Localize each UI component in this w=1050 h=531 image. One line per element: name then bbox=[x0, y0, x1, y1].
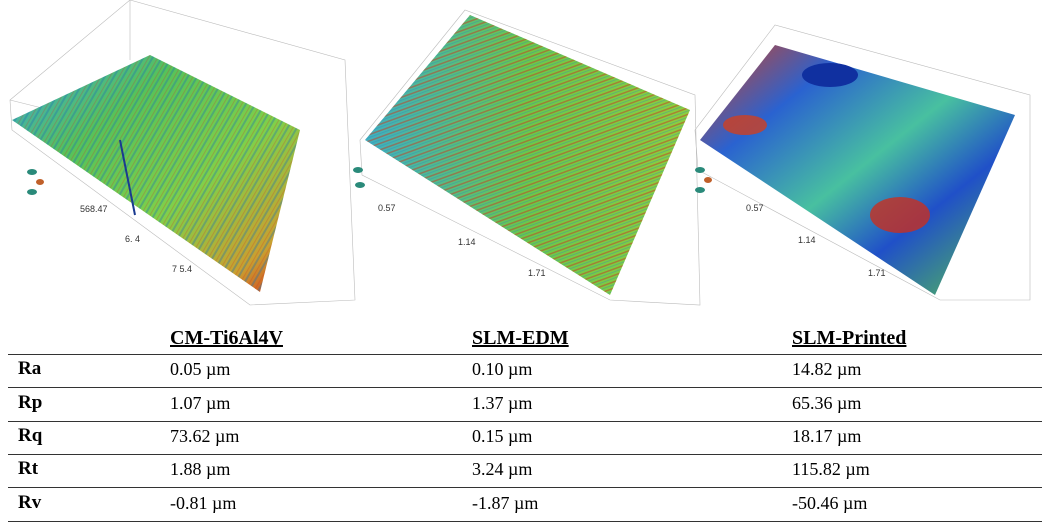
axis-label: 6. 4 bbox=[125, 234, 140, 244]
surface-2 bbox=[359, 9, 701, 306]
row-label: Rt bbox=[18, 458, 39, 479]
surface-3 bbox=[694, 24, 1031, 301]
table-rule bbox=[8, 421, 1042, 422]
column-header: SLM-Printed bbox=[792, 327, 907, 349]
table-cell: 14.82 µm bbox=[792, 359, 862, 379]
table-cell: 1.88 µm bbox=[170, 459, 231, 479]
axis-label: 7 5.4 bbox=[172, 264, 192, 274]
table-cell: 18.17 µm bbox=[792, 426, 862, 446]
table-rule bbox=[8, 354, 1042, 355]
axis-label: 1.14 bbox=[458, 237, 476, 247]
axis-label: 1.71 bbox=[528, 268, 546, 278]
table-rule bbox=[8, 487, 1042, 488]
table-cell: -0.81 µm bbox=[170, 493, 237, 513]
row-label: Rp bbox=[18, 392, 43, 413]
table-cell: 73.62 µm bbox=[170, 426, 240, 446]
table-cell: 0.05 µm bbox=[170, 359, 231, 379]
column-header: SLM-EDM bbox=[472, 327, 569, 349]
table-cell: 65.36 µm bbox=[792, 393, 862, 413]
table-cell: 1.37 µm bbox=[472, 393, 533, 413]
table-rule bbox=[8, 521, 1042, 522]
row-label: Rv bbox=[18, 492, 42, 513]
view-icons bbox=[27, 167, 712, 195]
surface-1 bbox=[9, 0, 356, 306]
axis-label: 1.14 bbox=[798, 235, 816, 245]
axis-label: 568.47 bbox=[80, 204, 108, 214]
table-cell: 3.24 µm bbox=[472, 459, 533, 479]
table-cell: -50.46 µm bbox=[792, 493, 868, 513]
row-label: Ra bbox=[18, 358, 42, 379]
table-rule bbox=[8, 454, 1042, 455]
table-rule bbox=[8, 387, 1042, 388]
table-cell: 1.07 µm bbox=[170, 393, 231, 413]
surface-images: 568.47 6. 4 7 5.4 0.57 1.14 1.71 0.57 1.14 1.71 bbox=[9, 0, 1031, 306]
table-cell: 115.82 µm bbox=[792, 459, 870, 479]
row-label: Rq bbox=[18, 425, 43, 446]
table-cell: -1.87 µm bbox=[472, 493, 539, 513]
table-cell: 0.10 µm bbox=[472, 359, 533, 379]
axis-label: 0.57 bbox=[746, 203, 764, 213]
column-header: CM-Ti6Al4V bbox=[170, 327, 283, 349]
axis-label: 1.71 bbox=[868, 268, 886, 278]
axis-label: 0.57 bbox=[378, 203, 396, 213]
table-cell: 0.15 µm bbox=[472, 426, 533, 446]
